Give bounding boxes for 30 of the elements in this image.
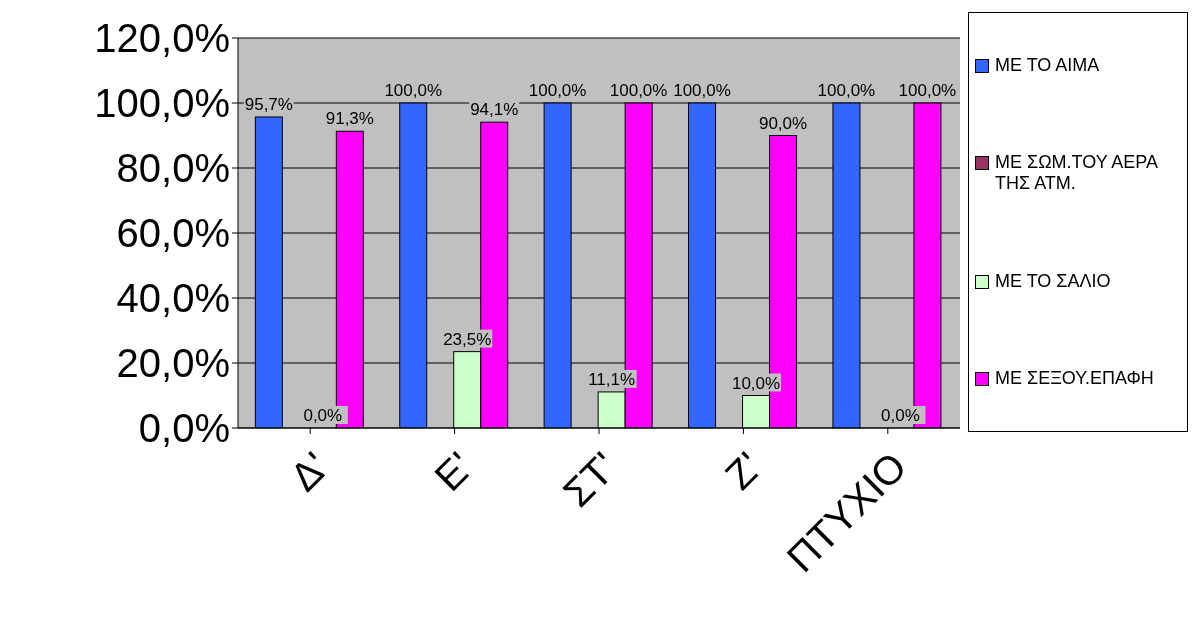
data-label: 23,5% xyxy=(443,329,492,349)
data-label: 100,0% xyxy=(898,81,957,100)
data-label: 90,0% xyxy=(758,113,808,133)
legend-label: ΜΕ ΤΟ ΑΙΜΑ xyxy=(995,55,1100,77)
data-label: 94,1% xyxy=(470,100,519,120)
data-label: 95,7% xyxy=(244,94,293,114)
y-tick-label: 0,0% xyxy=(138,406,230,451)
x-tick-label: Ε' xyxy=(426,443,482,500)
x-tick-label: ΣΤ' xyxy=(554,443,626,516)
legend-label: ΜΕ ΣΩΜ.ΤΟΥ ΑΕΡΑ ΤΗΣ ΑΤΜ. xyxy=(995,152,1159,195)
data-label: 91,3% xyxy=(325,109,374,129)
data-label: 10,0% xyxy=(731,373,781,393)
data-label: 0,0% xyxy=(303,406,343,425)
y-tick-label: 120,0% xyxy=(94,16,230,61)
data-label: 100,0% xyxy=(528,81,587,100)
data-label: 100,0% xyxy=(673,81,731,100)
data-label: 100,0% xyxy=(609,81,668,100)
legend-label: ΜΕ ΤΟ ΣΑΛΙΟ xyxy=(995,270,1111,292)
x-tick-label: Δ' xyxy=(281,443,338,500)
x-tick-label: Ζ' xyxy=(716,443,771,498)
data-label: 100,0% xyxy=(384,81,443,100)
data-label: 100,0% xyxy=(817,81,876,100)
legend-label: ΜΕ ΣΕΞΟΥ.ΕΠΑΦΗ xyxy=(995,367,1154,389)
data-label: 0,0% xyxy=(881,406,920,425)
data-label: 11,1% xyxy=(588,369,636,389)
y-tick-label: 100,0% xyxy=(94,81,230,126)
y-tick-label: 60,0% xyxy=(116,211,230,256)
y-tick-label: 80,0% xyxy=(116,146,230,191)
y-tick-label: 40,0% xyxy=(116,276,230,321)
y-tick-label: 20,0% xyxy=(116,341,230,386)
